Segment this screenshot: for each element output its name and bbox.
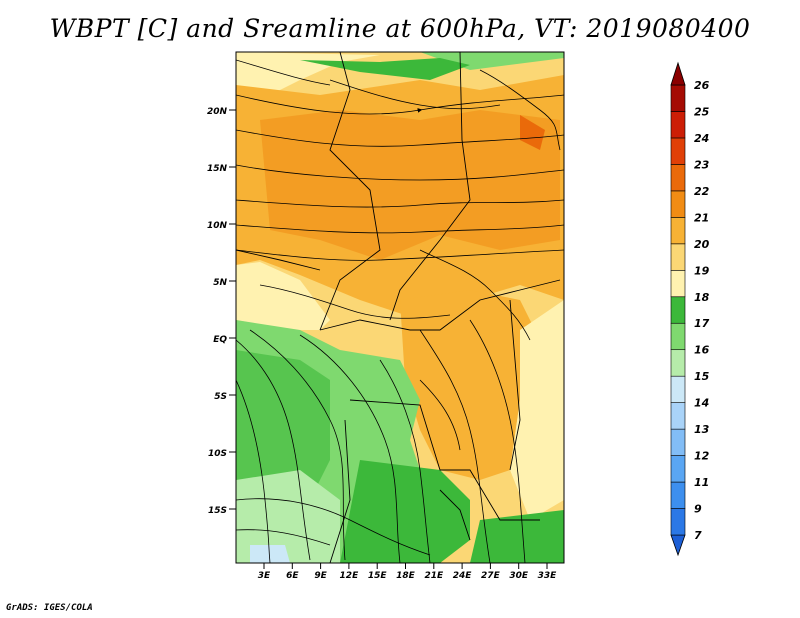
credit-label: GrADS: IGES/COLA [6, 603, 93, 613]
lon-label: 15E [368, 571, 388, 581]
map-frame [235, 51, 565, 564]
colorbar-segment [670, 402, 686, 430]
colorbar-label: 12 [694, 450, 710, 463]
colorbar-label: 17 [694, 317, 710, 330]
lon-label: 9E [314, 571, 327, 581]
colorbar-segment [670, 322, 686, 351]
colorbar-label: 9 [694, 503, 702, 516]
colorbar-segment [670, 243, 686, 271]
colorbar-label: 18 [694, 291, 710, 304]
colorbar-segment [670, 137, 686, 165]
lat-label: 10S [208, 449, 227, 459]
colorbar-segment [670, 190, 686, 218]
lat-label: 10N [207, 221, 228, 231]
wbpt-field [236, 52, 564, 563]
colorbar-segment [670, 217, 686, 245]
colorbar-label: 23 [694, 158, 710, 171]
colorbar-label: 16 [694, 344, 710, 357]
colorbar-label: 14 [694, 397, 709, 410]
colorbar-segment [670, 455, 686, 483]
colorbar-segment [670, 111, 686, 139]
colorbar-top-arrow [670, 61, 686, 86]
colorbar-label: 22 [694, 185, 710, 198]
lon-label: 6E [286, 571, 299, 581]
colorbar-segment [670, 428, 686, 456]
longitude-axis: 3E 6E 9E 12E 15E 18E 21E 24E 27E 30E 33E [258, 563, 557, 581]
colorbar-segment [670, 375, 686, 403]
chart-title: WBPT [C] and Sreamline at 600hPa, VT: 20… [49, 14, 751, 43]
country-borders [236, 52, 561, 563]
colorbar: 7 9 11 12 13 14 15 16 17 18 19 20 21 22 23 24 25 26 [670, 61, 710, 557]
colorbar-label: 26 [694, 79, 710, 92]
lat-label: 15N [207, 164, 228, 174]
lon-label: 12E [340, 571, 360, 581]
colorbar-label: 13 [694, 423, 710, 436]
lon-label: 27E [481, 571, 501, 581]
colorbar-label: 24 [694, 132, 709, 145]
colorbar-label: 20 [694, 238, 710, 251]
colorbar-segment [670, 269, 686, 298]
colorbar-bottom-arrow [670, 534, 686, 557]
lat-label: 20N [207, 107, 228, 117]
colorbar-label: 21 [694, 211, 709, 224]
lat-label: 5N [213, 278, 227, 288]
lon-label: 3E [258, 571, 271, 581]
colorbar-label: 19 [694, 264, 710, 277]
colorbar-segment [670, 296, 686, 324]
lon-label: 33E [538, 571, 558, 581]
lat-label: 15S [208, 506, 227, 516]
colorbar-segment [670, 508, 686, 536]
lat-label: EQ [213, 335, 227, 345]
streamlines [236, 59, 564, 563]
lon-label: 30E [509, 571, 529, 581]
colorbar-label: 11 [694, 476, 709, 489]
colorbar-segment [670, 164, 686, 192]
colorbar-segment [670, 349, 686, 377]
lon-label: 24E [453, 571, 473, 581]
colorbar-label: 15 [694, 370, 710, 383]
colorbar-label: 7 [694, 529, 702, 542]
colorbar-segment [670, 481, 686, 509]
lat-label: 5S [214, 392, 227, 402]
latitude-axis: 20N 15N 10N 5N EQ 5S 10S 15S [207, 107, 236, 516]
colorbar-label: 25 [694, 105, 710, 118]
lon-label: 18E [396, 571, 416, 581]
colorbar-segment [670, 84, 686, 112]
lon-label: 21E [424, 571, 444, 581]
